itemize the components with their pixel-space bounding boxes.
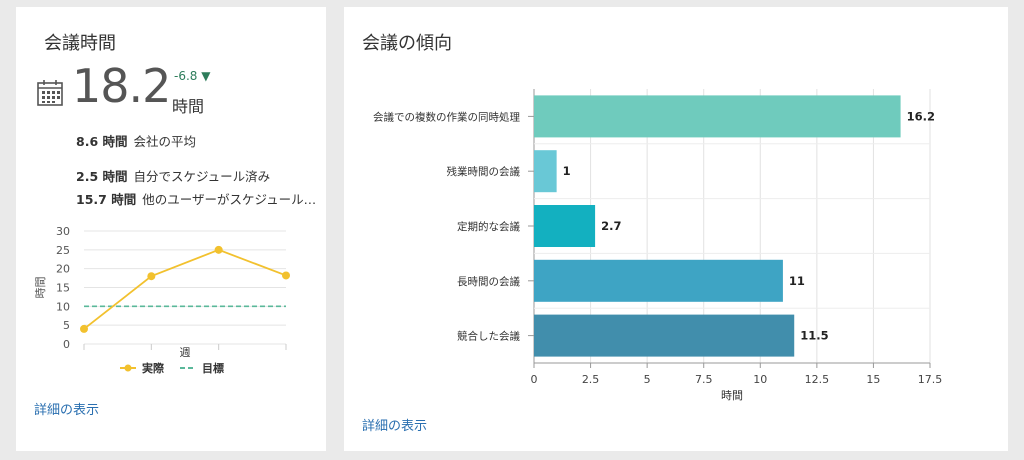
delta-value: -6.8	[174, 69, 198, 83]
y-tick-label: 5	[63, 319, 70, 332]
y-tick-label: 0	[63, 338, 70, 351]
legend-actual-marker	[124, 364, 132, 372]
actual-series-line	[83, 248, 287, 330]
bar	[534, 95, 901, 138]
x-tick-label: 10	[753, 373, 767, 386]
stat-value: 15.7 時間	[76, 192, 137, 207]
card-title: 会議時間	[44, 33, 116, 54]
category-label: 競合した会議	[457, 330, 520, 343]
bar-value-label: 1	[563, 164, 571, 178]
stat-self-scheduled: 2.5 時間 自分でスケジュール済み	[76, 166, 270, 185]
hours-unit: 時間	[172, 97, 205, 116]
view-details-link[interactable]: 詳細の表示	[362, 419, 428, 434]
y-tick-label: 30	[56, 225, 70, 238]
category-label: 長時間の会議	[457, 275, 520, 288]
stat-value: 8.6 時間	[76, 134, 128, 149]
bar-value-label: 11.5	[800, 329, 828, 343]
category-label: 定期的な会議	[457, 220, 520, 233]
card-title: 会議の傾向	[362, 33, 452, 54]
stat-label: 会社の平均	[133, 134, 197, 149]
bar	[534, 259, 783, 302]
x-tick-label: 0	[531, 373, 538, 386]
x-tick-label: 17.5	[918, 373, 943, 386]
bar	[534, 150, 557, 193]
legend-target-label: 目標	[202, 361, 224, 375]
y-axis-label: 時間	[34, 277, 47, 299]
x-tick-label: 7.5	[695, 373, 713, 386]
stat-label: 自分でスケジュール済み	[133, 169, 271, 184]
bar	[534, 314, 795, 357]
bar-value-label: 16.2	[907, 109, 935, 123]
actual-data-point	[282, 271, 290, 280]
actual-data-point	[147, 272, 156, 281]
stat-others-scheduled: 15.7 時間 他のユーザーがスケジュール…	[76, 189, 316, 208]
hours-delta: -6.8 ▼	[174, 69, 210, 83]
y-tick-label: 20	[56, 263, 70, 276]
x-tick-label: 2.5	[582, 373, 600, 386]
category-label: 会議での複数の作業の同時処理	[373, 110, 520, 123]
stat-label: 他のユーザーがスケジュール…	[142, 192, 317, 207]
meeting-hours-card: 会議時間 18.2 -6.8 ▼ 時間 8.6 時間 会社の平均 2.5 時間 自分…	[16, 7, 326, 451]
bar-value-label: 2.7	[601, 219, 621, 233]
stat-company-average: 8.6 時間 会社の平均	[76, 131, 196, 150]
y-tick-label: 15	[56, 282, 70, 295]
x-axis-label: 週	[180, 346, 191, 359]
view-details-link[interactable]: 詳細の表示	[34, 403, 100, 418]
bar	[534, 205, 596, 247]
down-arrow-icon: ▼	[197, 69, 211, 83]
legend-actual-label: 実際	[142, 361, 165, 375]
bar-value-label: 11	[789, 274, 805, 288]
y-tick-label: 10	[56, 300, 70, 313]
x-tick-label: 15	[866, 373, 880, 386]
meeting-trends-card: 会議の傾向 0 2.5 5 7.5 10 12.5 15 17.5 会議での複数の作業の同時処理…	[344, 7, 1008, 451]
x-axis-label: 時間	[721, 389, 743, 402]
x-tick-label: 12.5	[805, 373, 830, 386]
stat-value: 2.5 時間	[76, 169, 128, 184]
y-tick-label: 25	[56, 244, 70, 257]
actual-data-point	[80, 324, 88, 333]
meeting-trends-bar-chart: 0 2.5 5 7.5 10 12.5 15 17.5 会議での複数の作業の同時処理 16.2 残業…	[373, 89, 943, 402]
total-hours-value: 18.2	[72, 59, 171, 113]
actual-data-point	[214, 245, 223, 254]
x-tick-label: 5	[644, 373, 651, 386]
category-label: 残業時間の会議	[447, 165, 521, 178]
calendar-icon	[37, 80, 63, 106]
